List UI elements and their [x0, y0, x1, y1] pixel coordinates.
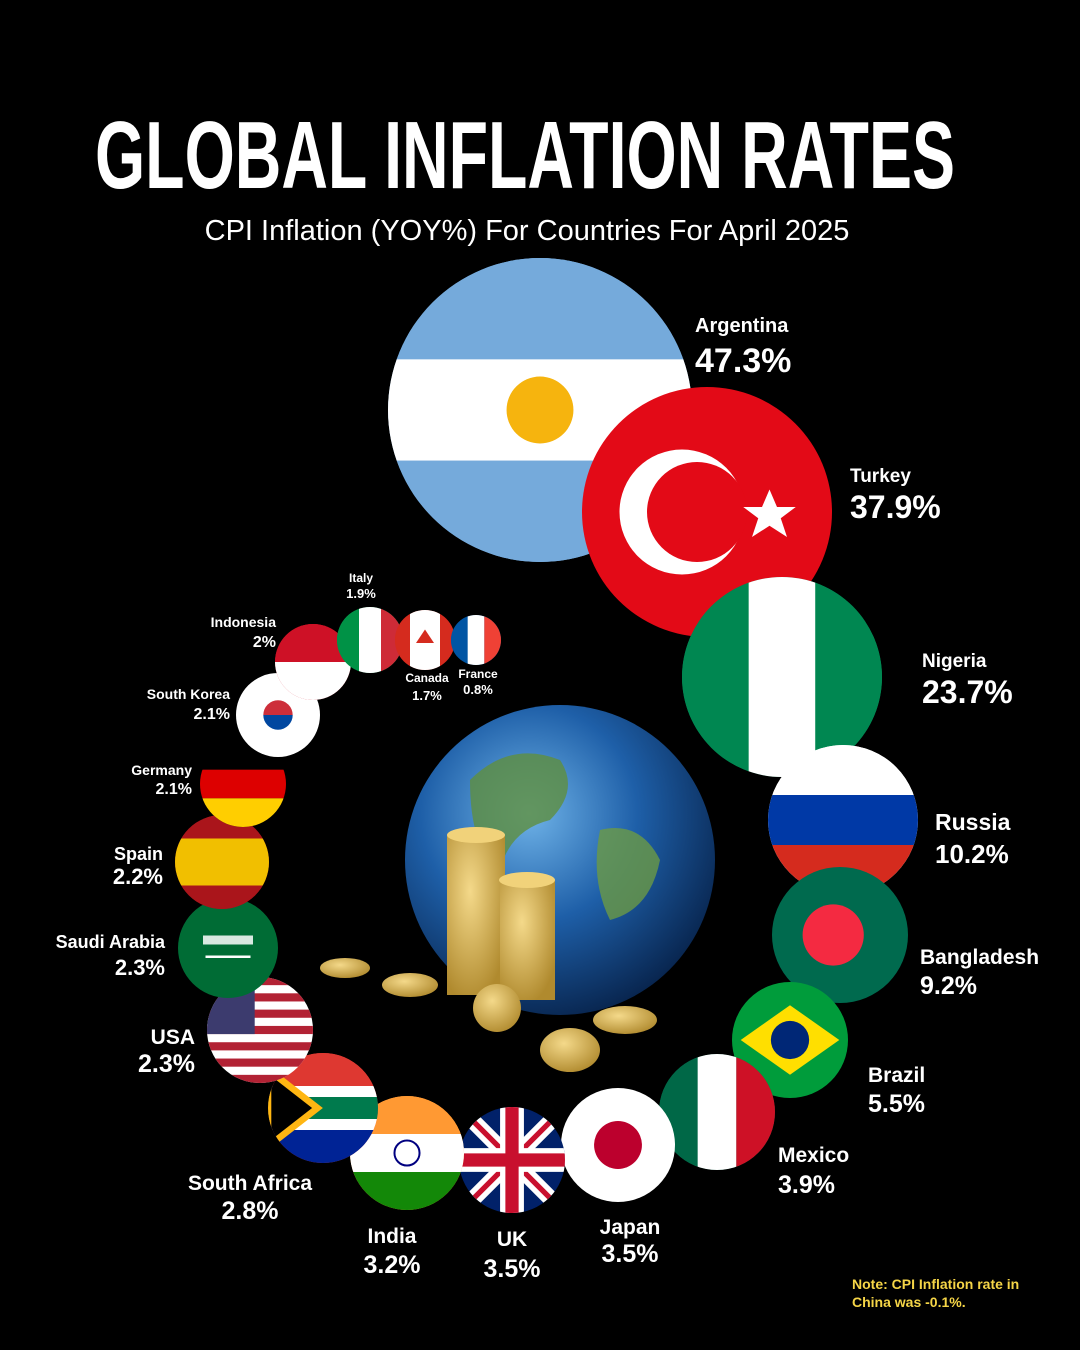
country-label: Saudi Arabia — [56, 932, 166, 952]
flag — [802, 904, 864, 966]
flag-detail — [268, 1062, 323, 1154]
country-label: India — [367, 1225, 416, 1248]
chart-subtitle: CPI Inflation (YOY%) For Countries For A… — [205, 215, 850, 247]
flag — [659, 1054, 775, 1170]
flag-stripe — [381, 607, 403, 673]
flag-stripe — [207, 1042, 313, 1051]
value-label: 2.8% — [222, 1197, 279, 1225]
value-label: 1.9% — [346, 586, 376, 601]
country-label: France — [458, 667, 498, 681]
flag — [459, 1107, 565, 1213]
flag-stripe — [768, 795, 918, 845]
flag-detail — [459, 1107, 565, 1213]
flag-stripe — [359, 607, 381, 673]
flag-detail — [263, 715, 293, 730]
flag-stripe — [200, 769, 286, 799]
country-label: Japan — [600, 1216, 661, 1239]
flag-stripe — [175, 885, 269, 909]
country-label: Indonesia — [211, 614, 277, 630]
value-label: 2.1% — [194, 706, 230, 723]
flag-stripe — [207, 993, 313, 1002]
flag-stripe — [697, 1054, 737, 1170]
country-label: Germany — [131, 762, 192, 778]
flag-detail — [263, 700, 293, 715]
flag — [740, 1005, 840, 1075]
note: Note: CPI Inflation rate in China was -0… — [852, 1276, 1020, 1310]
value-label: 47.3% — [695, 342, 791, 380]
value-label: 2.2% — [113, 864, 163, 889]
flag-detail — [393, 1139, 421, 1167]
flag-stripe — [451, 615, 468, 665]
flag-stripe — [175, 838, 269, 886]
flag — [203, 935, 253, 958]
chart-title: GLOBAL INFLATION RATES — [95, 102, 955, 209]
flag — [619, 449, 796, 575]
flag — [263, 700, 293, 730]
flag-stripe — [268, 1119, 378, 1130]
country-label: USA — [151, 1026, 195, 1049]
value-label: 9.2% — [920, 972, 977, 1000]
flag-stripe — [350, 1172, 464, 1210]
value-label: 23.7% — [922, 674, 1013, 710]
value-label: 1.7% — [412, 688, 442, 703]
flag-detail — [205, 955, 251, 958]
country-label: Brazil — [868, 1064, 925, 1087]
country-label: UK — [497, 1228, 527, 1251]
flag-stripe — [467, 615, 485, 665]
country-label: Argentina — [695, 315, 789, 337]
flag-stripe — [268, 1086, 378, 1097]
globe-illustration — [320, 705, 715, 1072]
country-label: South Africa — [188, 1172, 312, 1195]
value-label: 5.5% — [868, 1090, 925, 1118]
value-label: 2% — [253, 634, 276, 651]
value-label: 2.1% — [156, 781, 192, 798]
value-label: 2.3% — [138, 1050, 195, 1078]
flag-detail — [594, 1121, 642, 1169]
flag-stripe — [337, 607, 359, 673]
flag — [451, 615, 501, 665]
country-label: Nigeria — [922, 651, 987, 672]
value-label: 10.2% — [935, 839, 1009, 869]
value-label: 3.2% — [364, 1251, 421, 1279]
flag-stripe — [388, 258, 692, 360]
country-label: Turkey — [850, 466, 911, 487]
flag-detail — [743, 489, 796, 537]
flag-detail — [416, 629, 434, 643]
flag — [337, 607, 403, 673]
country-label: Mexico — [778, 1144, 849, 1167]
country-label: Spain — [114, 844, 163, 864]
flag-detail — [647, 462, 747, 562]
flag-stripe — [207, 1058, 313, 1067]
flag-detail — [802, 904, 864, 966]
country-label: Bangladesh — [920, 946, 1039, 969]
flag-detail — [770, 1020, 810, 1060]
flag-stripe — [207, 1009, 313, 1018]
flag — [175, 815, 269, 909]
value-label: 3.5% — [484, 1255, 541, 1283]
value-label: 37.9% — [850, 489, 941, 525]
flag-detail — [506, 376, 574, 444]
flag-stripe — [395, 610, 410, 670]
value-label: 2.3% — [115, 955, 165, 980]
value-label: 0.8% — [463, 682, 493, 697]
flag-stripe — [207, 1025, 313, 1035]
value-label: 3.9% — [778, 1171, 835, 1199]
flag — [594, 1121, 642, 1169]
country-label: South Korea — [147, 686, 230, 702]
flag-detail — [203, 935, 253, 945]
flag-stripe — [207, 1074, 313, 1083]
country-label: Canada — [405, 671, 449, 685]
country-label: Italy — [349, 571, 373, 585]
country-label: Russia — [935, 809, 1011, 835]
value-label: 3.5% — [602, 1240, 659, 1268]
flag-stripe — [484, 615, 501, 665]
flag — [395, 610, 455, 670]
bubble — [178, 898, 278, 998]
flag-stripe — [748, 577, 816, 777]
